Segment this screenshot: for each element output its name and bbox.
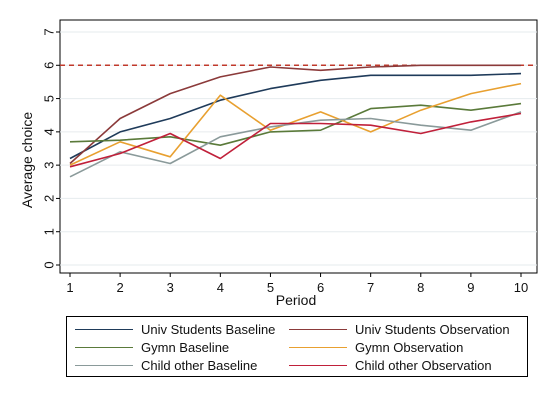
legend-swatch [75, 346, 133, 348]
legend-item-child-other-observation: Child other Observation [289, 355, 492, 375]
plot-area-border [59, 19, 538, 274]
x-tick-label: 10 [514, 280, 528, 295]
grid-lines [60, 31, 537, 266]
y-tick-label: 7 [42, 28, 57, 35]
legend-item-gymn-baseline: Gymn Baseline [75, 337, 229, 357]
axes: 0 1 2 3 4 5 6 7 1 2 3 4 5 6 7 8 9 10 [42, 28, 529, 295]
legend-swatch [289, 346, 347, 348]
legend-swatch [75, 364, 133, 366]
legend-label: Univ Students Baseline [141, 321, 276, 337]
x-tick-label: 8 [417, 280, 424, 295]
legend-swatch [75, 328, 133, 330]
x-tick-label: 1 [66, 280, 73, 295]
legend-swatch [289, 364, 347, 366]
x-tick-label: 3 [167, 280, 174, 295]
x-tick-label: 6 [317, 280, 324, 295]
legend-label: Gymn Observation [355, 339, 464, 355]
series-layer [69, 64, 522, 178]
legend-item-gymn-observation: Gymn Observation [289, 337, 463, 357]
legend-label: Gymn Baseline [141, 339, 230, 355]
line-chart: 0 1 2 3 4 5 6 7 1 2 3 4 5 6 7 8 9 10 Average choice Perio… [19, 19, 538, 308]
legend-label: Child other Baseline [141, 357, 258, 373]
legend-label: Univ Students Observation [355, 321, 510, 337]
y-tick-label: 3 [42, 162, 57, 169]
legend-label: Child other Observation [355, 357, 492, 373]
legend: Univ Students Baseline Univ Students Obs… [66, 316, 528, 377]
x-tick-label: 5 [267, 280, 274, 295]
legend-item-univ-students-baseline: Univ Students Baseline [75, 319, 275, 339]
y-tick-label: 4 [42, 128, 57, 135]
legend-swatch [289, 328, 347, 330]
y-tick-label: 0 [42, 261, 57, 268]
y-tick-label: 1 [42, 228, 57, 235]
y-tick-label: 2 [42, 195, 57, 202]
series-line-2 [69, 64, 521, 165]
series-line-6 [69, 112, 522, 168]
x-tick-label: 2 [116, 280, 123, 295]
series-line-4 [69, 82, 522, 166]
series-line-3 [69, 102, 522, 146]
series-line-1 [69, 72, 522, 160]
x-tick-label: 4 [217, 280, 224, 295]
y-tick-label: 6 [42, 62, 57, 69]
y-tick-label: 5 [42, 95, 57, 102]
x-tick-label: 9 [467, 280, 474, 295]
legend-item-univ-students-observation: Univ Students Observation [289, 319, 510, 339]
x-tick-label: 7 [367, 280, 374, 295]
y-axis-label: Average choice [19, 112, 35, 208]
x-axis-label: Period [276, 292, 316, 308]
legend-item-child-other-baseline: Child other Baseline [75, 355, 257, 375]
